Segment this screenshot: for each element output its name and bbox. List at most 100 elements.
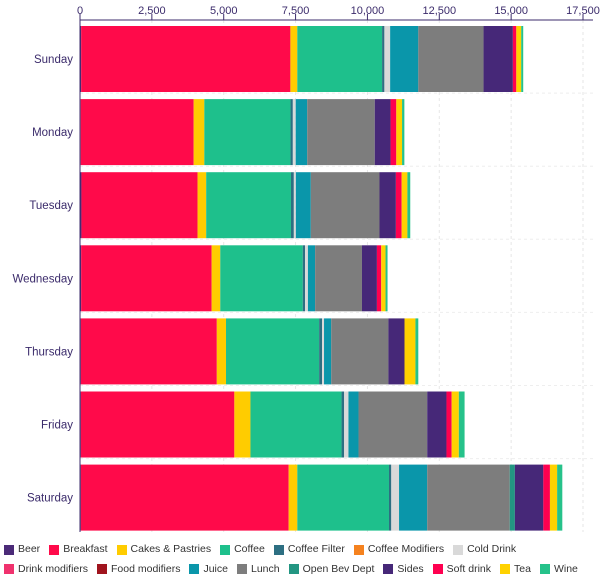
bar-segment[interactable] — [385, 245, 388, 312]
legend-item[interactable]: Soft drink — [432, 561, 491, 578]
bar-segment[interactable] — [226, 318, 320, 385]
bar-segment[interactable] — [509, 464, 515, 531]
bar-segment[interactable] — [293, 172, 296, 239]
bar-segment[interactable] — [322, 318, 325, 385]
bar-segment[interactable] — [381, 245, 386, 312]
bar-segment[interactable] — [295, 99, 308, 166]
bar-segment[interactable] — [451, 391, 459, 458]
legend-item[interactable]: Wine — [539, 561, 578, 578]
bar-segment[interactable] — [80, 245, 82, 312]
bar-segment[interactable] — [458, 391, 465, 458]
legend-item[interactable]: Juice — [189, 561, 228, 578]
legend-item[interactable]: Tea — [500, 561, 531, 578]
bar-segment[interactable] — [391, 464, 400, 531]
legend-label: Cakes & Pastries — [130, 543, 212, 555]
bar-segment[interactable] — [80, 172, 82, 239]
bar-segment[interactable] — [288, 464, 298, 531]
bar-segment[interactable] — [415, 318, 419, 385]
bar-segment[interactable] — [446, 391, 452, 458]
bar-segment[interactable] — [512, 26, 517, 92]
bar-segment[interactable] — [211, 245, 221, 312]
legend-swatch — [189, 564, 200, 574]
bar-segment[interactable] — [290, 172, 294, 239]
bar-segment[interactable] — [516, 26, 522, 92]
bar-segment[interactable] — [348, 391, 359, 458]
bar-segment[interactable] — [399, 464, 428, 531]
bar-segment[interactable] — [331, 318, 389, 385]
bar-segment[interactable] — [80, 99, 194, 166]
bar-segment[interactable] — [81, 245, 212, 312]
bar-segment[interactable] — [290, 26, 298, 92]
legend-item[interactable]: Breakfast — [49, 541, 108, 558]
bar-segment[interactable] — [297, 26, 383, 92]
bar-segment[interactable] — [305, 245, 308, 312]
bar-segment[interactable] — [341, 391, 345, 458]
legend-item[interactable]: Drink modifiers — [4, 561, 88, 578]
bar-segment[interactable] — [297, 464, 389, 531]
bar-segment[interactable] — [396, 99, 403, 166]
legend-item[interactable]: Food modifiers — [97, 561, 180, 578]
bar-segment[interactable] — [374, 99, 391, 166]
bar-segment[interactable] — [401, 172, 408, 239]
bar-segment[interactable] — [549, 464, 558, 531]
legend-label: Food modifiers — [111, 562, 181, 575]
bar-segment[interactable] — [80, 464, 289, 531]
bar-segment[interactable] — [543, 464, 550, 531]
legend-item[interactable]: Coffee Modifiers — [353, 541, 445, 558]
bar-segment[interactable] — [483, 26, 513, 92]
bar-segment[interactable] — [344, 391, 349, 458]
bar-segment[interactable] — [80, 26, 82, 92]
bar-segment[interactable] — [193, 99, 205, 166]
legend-label: Coffee Modifiers — [367, 543, 445, 555]
bar-segment[interactable] — [307, 99, 375, 166]
bar-segment[interactable] — [361, 245, 377, 312]
bar-segment[interactable] — [388, 318, 405, 385]
bar-segment[interactable] — [521, 26, 524, 92]
bar-segment[interactable] — [402, 99, 405, 166]
bar-segment[interactable] — [427, 391, 447, 458]
bar-segment[interactable] — [388, 464, 392, 531]
bar-segment[interactable] — [404, 318, 416, 385]
bar-segment[interactable] — [382, 26, 385, 92]
bar-segment[interactable] — [197, 172, 207, 239]
bar-segment[interactable] — [395, 172, 402, 239]
bar-segment[interactable] — [379, 172, 396, 239]
bar-segment[interactable] — [324, 318, 332, 385]
bar-segment[interactable] — [557, 464, 563, 531]
bar-segment[interactable] — [390, 26, 419, 92]
bar-segment[interactable] — [302, 245, 306, 312]
bar-segment[interactable] — [81, 26, 291, 92]
bar-segment[interactable] — [290, 99, 293, 166]
legend-item[interactable]: Lunch — [236, 561, 280, 578]
legend-item[interactable]: Sides — [383, 561, 424, 578]
legend-item[interactable]: Cakes & Pastries — [116, 541, 212, 558]
bar-segment[interactable] — [319, 318, 323, 385]
bar-segment[interactable] — [310, 172, 380, 239]
bar-segment[interactable] — [358, 391, 428, 458]
bar-segment[interactable] — [390, 99, 397, 166]
bar-segment[interactable] — [80, 318, 217, 385]
bar-segment[interactable] — [295, 172, 311, 239]
legend-item[interactable]: Cold Drink — [453, 541, 516, 558]
bar-segment[interactable] — [376, 245, 382, 312]
bar-segment[interactable] — [427, 464, 510, 531]
bar-segment[interactable] — [206, 172, 291, 239]
bar-segment[interactable] — [81, 172, 198, 239]
bar-segment[interactable] — [216, 318, 227, 385]
bar-segment[interactable] — [80, 391, 235, 458]
bar-segment[interactable] — [407, 172, 411, 239]
bar-segment[interactable] — [307, 245, 316, 312]
bar-segment[interactable] — [315, 245, 362, 312]
bar-segment[interactable] — [250, 391, 342, 458]
bar-segment[interactable] — [292, 99, 296, 166]
bar-segment[interactable] — [514, 464, 544, 531]
legend-item[interactable]: Coffee — [220, 541, 265, 558]
legend-item[interactable]: Open Bev Dept — [288, 561, 374, 578]
legend-item[interactable]: Coffee Filter — [273, 541, 345, 558]
bar-segment[interactable] — [418, 26, 484, 92]
bar-segment[interactable] — [220, 245, 303, 312]
legend-item[interactable]: Beer — [4, 541, 40, 558]
bar-segment[interactable] — [204, 99, 291, 166]
bar-segment[interactable] — [234, 391, 251, 458]
bar-segment[interactable] — [384, 26, 391, 92]
